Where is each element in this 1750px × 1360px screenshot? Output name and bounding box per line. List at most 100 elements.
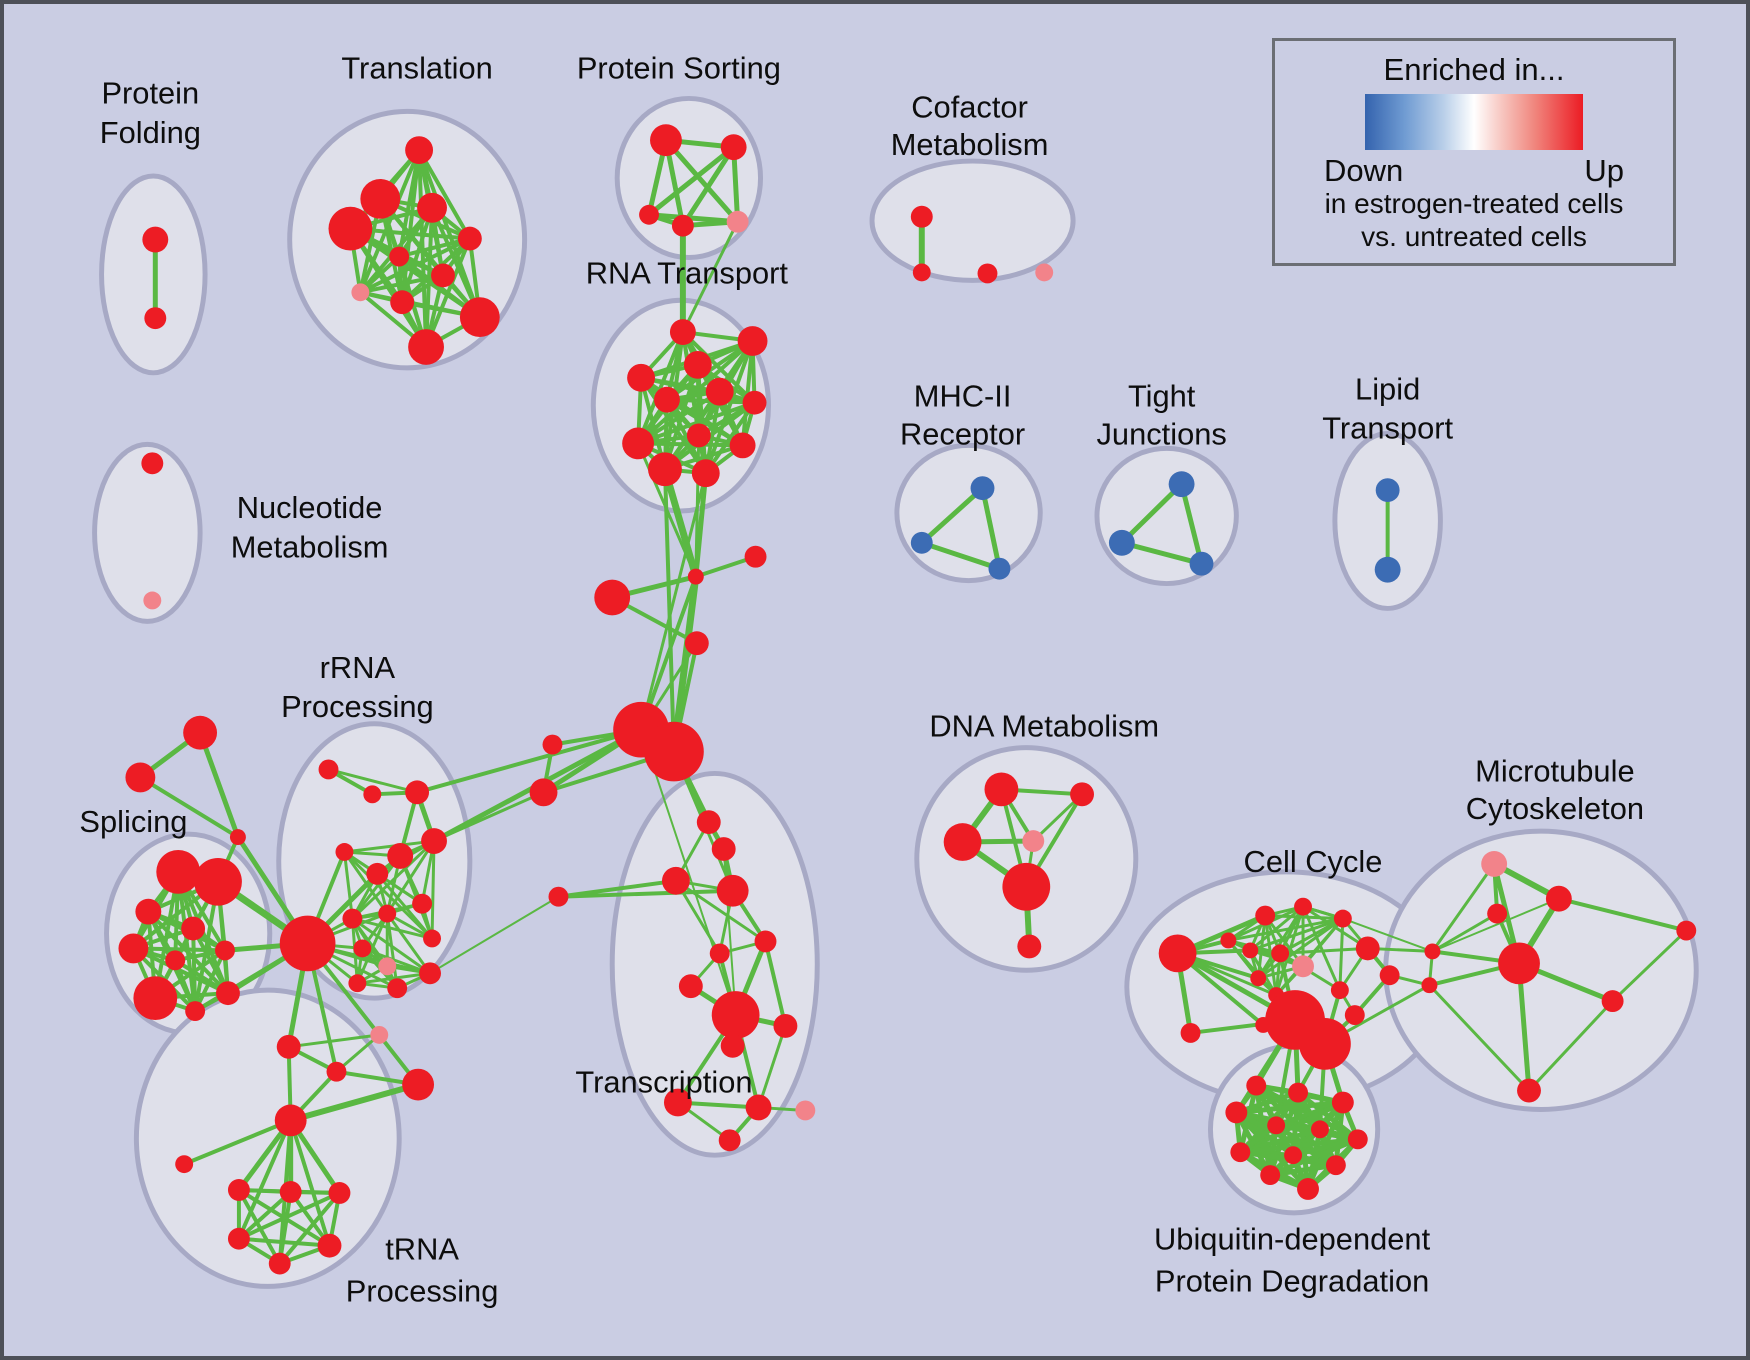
graph-node-rt10[interactable] <box>729 432 756 459</box>
graph-node-d3[interactable] <box>943 823 982 861</box>
graph-node-cc12[interactable] <box>1355 936 1380 961</box>
graph-node-ps3[interactable] <box>639 204 659 225</box>
graph-node-c1[interactable] <box>696 810 721 835</box>
graph-node-x1[interactable] <box>183 715 218 750</box>
graph-node-tj1[interactable] <box>1168 471 1195 498</box>
graph-node-r17[interactable] <box>276 1034 301 1059</box>
graph-node-cc15[interactable] <box>1344 1005 1365 1025</box>
graph-node-u9[interactable] <box>1284 1146 1303 1165</box>
graph-node-rt3[interactable] <box>683 350 712 379</box>
graph-node-mt5[interactable] <box>1601 990 1624 1013</box>
graph-node-thub[interactable] <box>274 1104 307 1137</box>
graph-node-c6[interactable] <box>709 943 730 964</box>
graph-node-d4[interactable] <box>1022 830 1045 852</box>
graph-node-u12[interactable] <box>1297 1178 1319 1200</box>
graph-node-u1[interactable] <box>1246 1075 1267 1096</box>
graph-node-u6[interactable] <box>1310 1120 1329 1139</box>
graph-node-mid2[interactable] <box>744 545 767 568</box>
graph-node-cc6[interactable] <box>1292 955 1314 978</box>
graph-node-tr1[interactable] <box>405 136 434 165</box>
graph-node-t1[interactable] <box>227 1179 250 1201</box>
graph-node-s7[interactable] <box>215 940 235 961</box>
graph-node-c14[interactable] <box>718 1129 741 1152</box>
graph-node-tj2[interactable] <box>1108 529 1135 556</box>
graph-node-mt7[interactable] <box>1517 1078 1541 1103</box>
graph-node-r12[interactable] <box>378 957 397 976</box>
graph-node-t3[interactable] <box>328 1182 351 1204</box>
graph-node-tr6[interactable] <box>389 246 410 267</box>
graph-node-nm1[interactable] <box>141 452 164 475</box>
graph-node-mt6[interactable] <box>1676 920 1697 941</box>
graph-node-r3[interactable] <box>405 780 430 805</box>
graph-node-s1[interactable] <box>156 849 201 894</box>
graph-node-rt5[interactable] <box>654 386 680 413</box>
graph-node-ch[interactable] <box>1158 934 1197 973</box>
graph-node-cc3[interactable] <box>1333 909 1352 928</box>
graph-node-pf2[interactable] <box>144 307 167 330</box>
graph-node-c12[interactable] <box>663 1088 692 1117</box>
graph-node-d1[interactable] <box>984 772 1019 807</box>
graph-node-c3[interactable] <box>661 866 690 895</box>
graph-node-c11[interactable] <box>720 1033 745 1058</box>
graph-node-u3[interactable] <box>1331 1091 1354 1114</box>
graph-node-conn1[interactable] <box>1424 943 1441 960</box>
graph-node-u5[interactable] <box>1267 1116 1286 1135</box>
graph-node-tr4[interactable] <box>328 206 373 251</box>
graph-node-cc1[interactable] <box>1255 905 1276 926</box>
graph-node-u10[interactable] <box>1325 1155 1346 1176</box>
graph-node-x3[interactable] <box>229 829 246 846</box>
graph-node-u7[interactable] <box>1347 1129 1368 1150</box>
graph-node-tr7[interactable] <box>431 263 455 288</box>
graph-node-c2[interactable] <box>711 837 736 861</box>
graph-node-hub[interactable] <box>279 915 336 972</box>
graph-node-cc2[interactable] <box>1294 897 1312 916</box>
graph-node-u2[interactable] <box>1288 1082 1309 1103</box>
graph-node-r4[interactable] <box>335 843 354 861</box>
graph-node-mh2[interactable] <box>910 531 933 554</box>
graph-node-mid3[interactable] <box>594 579 631 616</box>
graph-node-ps2[interactable] <box>720 134 747 161</box>
graph-node-cc5[interactable] <box>1271 944 1290 963</box>
graph-node-r10[interactable] <box>412 893 433 914</box>
graph-node-rt7[interactable] <box>742 390 767 415</box>
graph-node-mh3[interactable] <box>988 557 1011 580</box>
graph-node-s10[interactable] <box>216 981 240 1006</box>
graph-node-c13[interactable] <box>745 1094 772 1121</box>
graph-node-r20[interactable] <box>370 1025 389 1044</box>
graph-node-cc4[interactable] <box>1242 942 1259 959</box>
graph-node-c9[interactable] <box>711 991 760 1039</box>
graph-node-cc13[interactable] <box>1379 965 1400 986</box>
graph-node-cc14[interactable] <box>1330 981 1349 1000</box>
graph-node-r16[interactable] <box>419 962 441 985</box>
graph-node-cm2[interactable] <box>912 263 931 282</box>
graph-node-c10[interactable] <box>773 1014 798 1038</box>
graph-node-t6[interactable] <box>268 1252 291 1275</box>
graph-node-mid4[interactable] <box>684 631 709 656</box>
graph-node-t5[interactable] <box>317 1233 342 1258</box>
graph-node-r1[interactable] <box>318 759 339 780</box>
graph-node-s5[interactable] <box>118 933 149 964</box>
graph-node-c5[interactable] <box>548 886 569 907</box>
graph-node-h2[interactable] <box>644 721 704 782</box>
graph-node-mid1[interactable] <box>687 568 704 585</box>
graph-node-g2[interactable] <box>529 778 558 807</box>
graph-node-tr5[interactable] <box>457 226 482 251</box>
graph-node-r14[interactable] <box>348 974 367 993</box>
graph-node-tr2[interactable] <box>360 178 401 219</box>
graph-node-c4[interactable] <box>716 874 749 907</box>
graph-node-r18[interactable] <box>326 1061 347 1082</box>
graph-node-tj3[interactable] <box>1189 551 1214 576</box>
graph-node-d6[interactable] <box>1017 934 1042 959</box>
graph-node-ps1[interactable] <box>650 124 682 157</box>
graph-node-r5[interactable] <box>366 862 389 885</box>
graph-node-g1[interactable] <box>542 734 563 755</box>
graph-node-cc10[interactable] <box>1180 1022 1201 1043</box>
graph-node-s8[interactable] <box>133 976 178 1020</box>
graph-node-tr10[interactable] <box>459 297 500 338</box>
graph-node-r11[interactable] <box>353 939 372 958</box>
graph-node-tr9[interactable] <box>390 290 415 315</box>
graph-node-s9[interactable] <box>185 1001 206 1021</box>
graph-node-conn2[interactable] <box>1421 977 1438 994</box>
graph-node-mt4[interactable] <box>1498 942 1540 985</box>
graph-node-r2[interactable] <box>363 785 382 804</box>
